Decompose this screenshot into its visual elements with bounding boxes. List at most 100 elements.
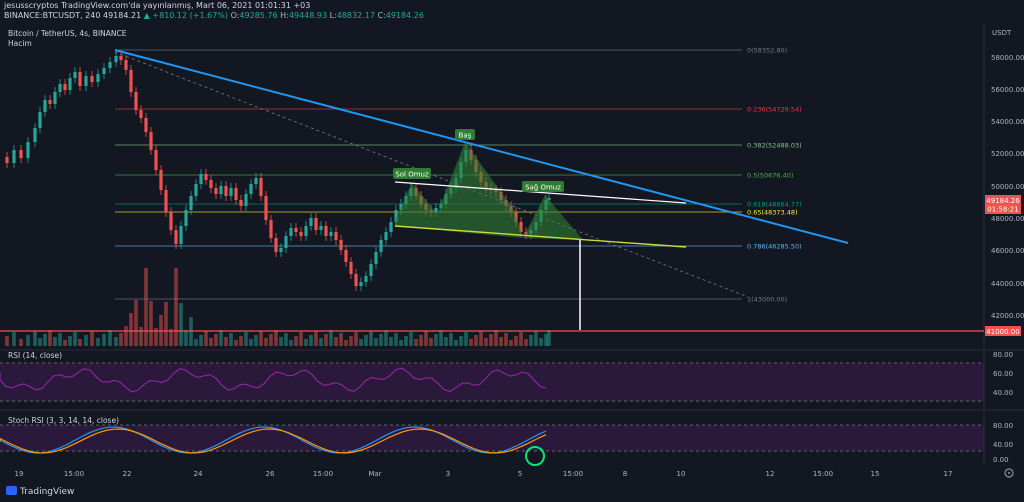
left-shoulder-label[interactable]: Sol Omuz [393, 168, 431, 179]
symbol-interval[interactable]: BINANCE:BTCUSDT, 240 [4, 11, 101, 20]
candle-body [334, 232, 338, 240]
candle-body [229, 188, 233, 196]
candle-body [179, 226, 183, 244]
volume-bar [314, 331, 318, 346]
current-price: 49184.21 [103, 11, 142, 20]
candle-body [309, 218, 313, 226]
settings-gear-icon[interactable] [1000, 465, 1018, 479]
candle-body [5, 157, 9, 163]
volume-bar [254, 335, 258, 346]
volume-bar [279, 337, 283, 346]
candle-body [374, 252, 378, 264]
time-tick: 15:00 [813, 470, 833, 478]
descending-trendline[interactable] [114, 49, 849, 244]
volume-bar [524, 339, 528, 346]
price-tick: 52000.00 [991, 150, 1024, 158]
dashed-projection-line[interactable] [114, 51, 749, 298]
volume-bar [169, 329, 173, 346]
volume-bar [424, 331, 428, 346]
price-scale[interactable]: USDT 58000.00 56000.00 54000.00 52000.00 500… [985, 29, 1024, 464]
volume-bar [174, 268, 178, 346]
volume-bar [494, 330, 498, 346]
candle-body [84, 76, 88, 86]
high-value: 49448.93 [288, 11, 328, 20]
volume-bar [399, 340, 403, 346]
support-price-tag [985, 326, 1021, 336]
volume-bar [259, 331, 263, 346]
candle-body [26, 142, 30, 158]
brand-name: TradingView [20, 487, 75, 497]
volume-bar [389, 337, 393, 346]
right-shoulder-label[interactable]: Sağ Omuz [522, 181, 564, 192]
candle-body [90, 76, 94, 82]
volume-bar [102, 334, 106, 346]
volume-bar [384, 330, 388, 346]
candle-body [119, 56, 123, 60]
volume-bar [444, 337, 448, 346]
volume-bar [134, 300, 138, 346]
candle-body [364, 276, 368, 282]
volume-bar [504, 333, 508, 346]
volume-bar [324, 334, 328, 346]
volume-bar [204, 331, 208, 346]
candle-body [204, 174, 208, 180]
currency-label: USDT [992, 29, 1012, 37]
volume-bars [5, 268, 551, 346]
time-tick: 19 [15, 470, 24, 478]
candle-body [159, 170, 163, 190]
volume-label[interactable]: Hacim [8, 39, 32, 48]
candle-body [219, 186, 223, 194]
chart-canvas[interactable]: 0(58352.80) 0.236(54729.54) 0.382(52488.03… [0, 22, 1024, 484]
time-axis[interactable]: 19 15:00 22 24 26 15:00 Mar 3 5 15:00 8 10 12 15:00 15… [15, 470, 953, 478]
candle-body [224, 186, 228, 196]
stoch-highlight-circle[interactable] [525, 446, 545, 466]
volume-bar [90, 331, 94, 346]
tradingview-logo[interactable]: TradingView [6, 486, 74, 497]
candle-body [264, 196, 268, 220]
fib-level-label: 0.786(46285.50) [747, 243, 802, 251]
volume-bar [12, 332, 16, 346]
volume-bar [284, 333, 288, 346]
candle-body [254, 178, 258, 184]
volume-bar [329, 330, 333, 346]
candle-body [234, 188, 238, 200]
candle-body [344, 250, 348, 262]
close-label: C: [377, 11, 386, 20]
candle-body [329, 232, 333, 236]
volume-bar [379, 334, 383, 346]
volume-bar [234, 340, 238, 346]
volume-bar [464, 332, 468, 346]
stoch-title[interactable]: Stoch RSI (3, 3, 14, 14, close) [8, 416, 119, 425]
candle-body [174, 230, 178, 244]
chart-title[interactable]: Bitcoin / TetherUS, 4s, BINANCE [8, 29, 127, 38]
head-shoulders-pattern[interactable] [395, 142, 583, 240]
candle-body [279, 248, 283, 252]
author-name[interactable]: jesusscryptos [4, 1, 59, 10]
open-label: O: [230, 11, 240, 20]
candle-body [389, 222, 393, 232]
fib-level-label: 0.65(48373.48) [747, 209, 798, 217]
volume-bar [539, 338, 543, 346]
stoch-tick: 0.00 [993, 456, 1009, 464]
neckline[interactable] [394, 225, 687, 248]
time-tick: 15 [871, 470, 880, 478]
stoch-tick: 40.00 [993, 441, 1013, 449]
volume-bar [394, 333, 398, 346]
rsi-title[interactable]: RSI (14, close) [8, 351, 62, 360]
volume-bar [404, 336, 408, 346]
open-value: 49285.76 [239, 11, 278, 20]
time-tick: 17 [944, 470, 953, 478]
candle-body [134, 92, 138, 110]
candle-body [269, 220, 273, 238]
volume-bar [249, 339, 253, 346]
volume-bar [369, 331, 373, 346]
tradingview-logo-icon [6, 486, 17, 495]
candle-body [139, 110, 143, 118]
volume-bar [73, 332, 77, 346]
volume-bar [429, 338, 433, 346]
symbol-info-line: BINANCE:BTCUSDT, 240 49184.21 ▲ +810.12 … [4, 11, 424, 21]
candle-body [73, 72, 77, 78]
upper-channel-line[interactable] [394, 181, 687, 204]
head-label[interactable]: Baş [455, 129, 475, 140]
rsi-tick: 60.00 [993, 370, 1013, 378]
